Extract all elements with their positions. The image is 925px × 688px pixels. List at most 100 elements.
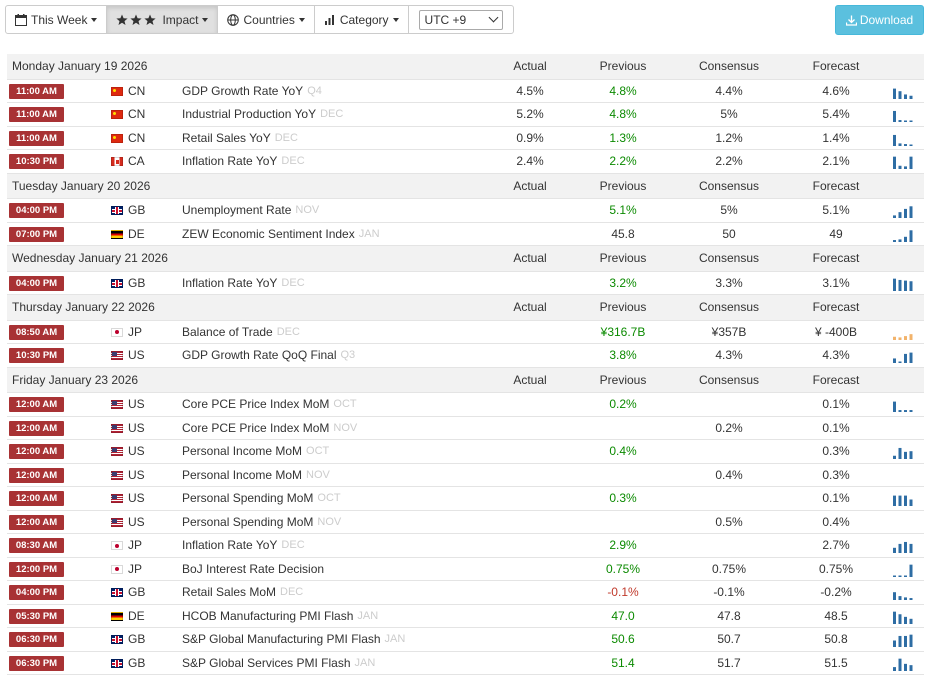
- time-badge: 12:00 AM: [9, 420, 64, 436]
- event-row[interactable]: 08:50 AM JP Balance of Trade DEC ¥316.7B ¥357…: [7, 321, 924, 344]
- flag-us-icon: [111, 423, 123, 433]
- event-name-link[interactable]: Personal Income MoM OCT: [182, 440, 329, 463]
- event-name-link[interactable]: Industrial Production YoY DEC: [182, 103, 343, 126]
- actual-value: [497, 393, 563, 416]
- event-name-link[interactable]: Personal Income MoM NOV: [182, 464, 330, 487]
- forecast-value: 0.3%: [822, 444, 850, 459]
- event-name-link[interactable]: Personal Spending MoM OCT: [182, 487, 341, 510]
- sparkline-bar: [904, 208, 907, 218]
- sparkline-chart[interactable]: [892, 204, 916, 218]
- actual-value: [497, 223, 563, 246]
- sparkline-chart[interactable]: [892, 563, 916, 577]
- sparkline-bar: [898, 142, 902, 146]
- sparkline-chart[interactable]: [892, 132, 916, 146]
- country-code: US: [128, 397, 145, 412]
- sparkline-bar: [909, 206, 913, 218]
- event-period: JAN: [384, 633, 406, 646]
- sparkline-bar: [909, 95, 913, 99]
- sparkline-chart[interactable]: [892, 155, 916, 169]
- event-row[interactable]: 06:30 PM GB S&P Global Manufacturing PMI F…: [7, 628, 924, 652]
- column-header-previous: Previous: [599, 178, 647, 193]
- sparkline-chart[interactable]: [892, 445, 916, 459]
- sparkline-chart[interactable]: [892, 586, 916, 600]
- event-name-link[interactable]: BoJ Interest Rate Decision: [182, 558, 324, 581]
- event-name-link[interactable]: Retail Sales YoY DEC: [182, 127, 298, 150]
- event-row[interactable]: 05:30 PM DE HCOB Manufacturing PMI Flash JA…: [7, 605, 924, 628]
- sparkline-chart[interactable]: [892, 657, 916, 671]
- event-period: Q3: [340, 349, 356, 362]
- filter-toolbar: This Week Impact Countries Category UTC …: [5, 5, 514, 34]
- event-row[interactable]: 12:00 AM US Personal Income MoM OCT 0.4% 0.3%: [7, 440, 924, 464]
- sparkline-chart[interactable]: [892, 85, 916, 99]
- event-row[interactable]: 12:00 AM US Personal Spending MoM NOV 0.5% 0.…: [7, 511, 924, 534]
- event-name-link[interactable]: Inflation Rate YoY DEC: [182, 272, 305, 295]
- event-name-link[interactable]: Retail Sales MoM DEC: [182, 581, 303, 604]
- event-row[interactable]: 11:00 AM CN Retail Sales YoY DEC 0.9% 1.3% 1.2…: [7, 127, 924, 150]
- forecast-value: 1.4%: [822, 130, 850, 145]
- event-row[interactable]: 04:00 PM GB Retail Sales MoM DEC -0.1% -0.1% -…: [7, 581, 924, 605]
- sparkline-bar: [909, 229, 913, 242]
- sparkline-chart[interactable]: [892, 108, 916, 122]
- sparkline-chart[interactable]: [892, 492, 916, 506]
- event-name: S&P Global Manufacturing PMI Flash: [182, 632, 381, 647]
- sparkline-bar: [893, 611, 896, 624]
- event-name-link[interactable]: Balance of Trade DEC: [182, 321, 300, 344]
- event-row[interactable]: 10:30 PM US GDP Growth Rate QoQ Final Q3 3.8…: [7, 344, 924, 368]
- event-row[interactable]: 12:00 AM US Personal Income MoM NOV 0.4% 0.3%: [7, 464, 924, 487]
- event-name: Inflation Rate YoY: [182, 154, 278, 169]
- event-row[interactable]: 08:30 AM JP Inflation Rate YoY DEC 2.9% 2.7%: [7, 534, 924, 558]
- event-name-link[interactable]: Core PCE Price Index MoM OCT: [182, 393, 357, 416]
- timezone-select[interactable]: UTC +9: [418, 9, 503, 30]
- impact-label: Impact: [162, 12, 199, 27]
- event-name: HCOB Manufacturing PMI Flash: [182, 608, 354, 623]
- previous-value: ¥316.7B: [600, 324, 646, 339]
- event-row[interactable]: 12:00 AM US Personal Spending MoM OCT 0.3% 0.…: [7, 487, 924, 511]
- sparkline-chart[interactable]: [892, 228, 916, 242]
- globe-icon: [227, 13, 240, 26]
- consensus-value: 5%: [720, 107, 738, 122]
- flag-jp-icon: [111, 564, 123, 574]
- this-week-button[interactable]: This Week: [6, 6, 108, 33]
- sparkline-chart[interactable]: [892, 539, 916, 553]
- event-name-link[interactable]: S&P Global Services PMI Flash JAN: [182, 652, 375, 675]
- event-name-link[interactable]: GDP Growth Rate YoY Q4: [182, 80, 322, 103]
- sparkline-bar: [904, 410, 907, 412]
- event-name-link[interactable]: Personal Spending MoM NOV: [182, 511, 341, 534]
- event-row[interactable]: 04:00 PM GB Unemployment Rate NOV 5.1% 5% 5.1%: [7, 199, 924, 223]
- event-name-link[interactable]: Inflation Rate YoY DEC: [182, 534, 305, 557]
- time-badge: 12:00 AM: [9, 397, 64, 412]
- consensus-value: 50: [722, 226, 736, 241]
- event-name-link[interactable]: GDP Growth Rate QoQ Final Q3: [182, 344, 355, 367]
- event-row[interactable]: 07:00 PM DE ZEW Economic Sentiment Index JA…: [7, 223, 924, 246]
- sparkline-chart[interactable]: [892, 349, 916, 363]
- economic-calendar-table: Monday January 19 2026 Actual Previous Cons…: [7, 54, 924, 675]
- event-name-link[interactable]: Inflation Rate YoY DEC: [182, 150, 305, 173]
- event-row[interactable]: 04:00 PM GB Inflation Rate YoY DEC 3.2% 3.3% 3…: [7, 272, 924, 295]
- event-name-link[interactable]: Unemployment Rate NOV: [182, 199, 319, 222]
- sparkline-chart[interactable]: [892, 277, 916, 291]
- day-label: Wednesday January 21 2026: [12, 251, 168, 266]
- event-row[interactable]: 12:00 AM US Core PCE Price Index MoM OCT 0.2…: [7, 393, 924, 417]
- event-row[interactable]: 10:30 PM CA Inflation Rate YoY DEC 2.4% 2.2% 2…: [7, 150, 924, 174]
- event-name-link[interactable]: ZEW Economic Sentiment Index JAN: [182, 223, 380, 246]
- event-name-link[interactable]: Core PCE Price Index MoM NOV: [182, 417, 357, 440]
- event-name-link[interactable]: S&P Global Manufacturing PMI Flash JAN: [182, 628, 405, 651]
- event-row[interactable]: 12:00 PM JP BoJ Interest Rate Decision 0.75…: [7, 558, 924, 581]
- countries-button[interactable]: Countries: [218, 6, 315, 33]
- event-name-link[interactable]: HCOB Manufacturing PMI Flash JAN: [182, 605, 378, 628]
- event-period: JAN: [358, 227, 380, 240]
- download-button[interactable]: Download: [835, 5, 924, 35]
- event-row[interactable]: 12:00 AM US Core PCE Price Index MoM NOV 0.2…: [7, 417, 924, 440]
- sparkline-chart[interactable]: [892, 326, 916, 340]
- sparkline-bar: [893, 239, 896, 242]
- event-period: NOV: [333, 421, 358, 434]
- sparkline-chart[interactable]: [892, 398, 916, 412]
- impact-button[interactable]: Impact: [107, 6, 219, 33]
- event-row[interactable]: 06:30 PM GB S&P Global Services PMI Flash J…: [7, 652, 924, 675]
- sparkline-chart[interactable]: [892, 633, 916, 647]
- consensus-value: 50.7: [717, 632, 741, 647]
- sparkline-chart[interactable]: [892, 610, 916, 624]
- event-row[interactable]: 11:00 AM CN Industrial Production YoY DEC 5.…: [7, 103, 924, 127]
- event-row[interactable]: 11:00 AM CN GDP Growth Rate YoY Q4 4.5% 4.8% 4…: [7, 80, 924, 103]
- category-button[interactable]: Category: [315, 6, 409, 33]
